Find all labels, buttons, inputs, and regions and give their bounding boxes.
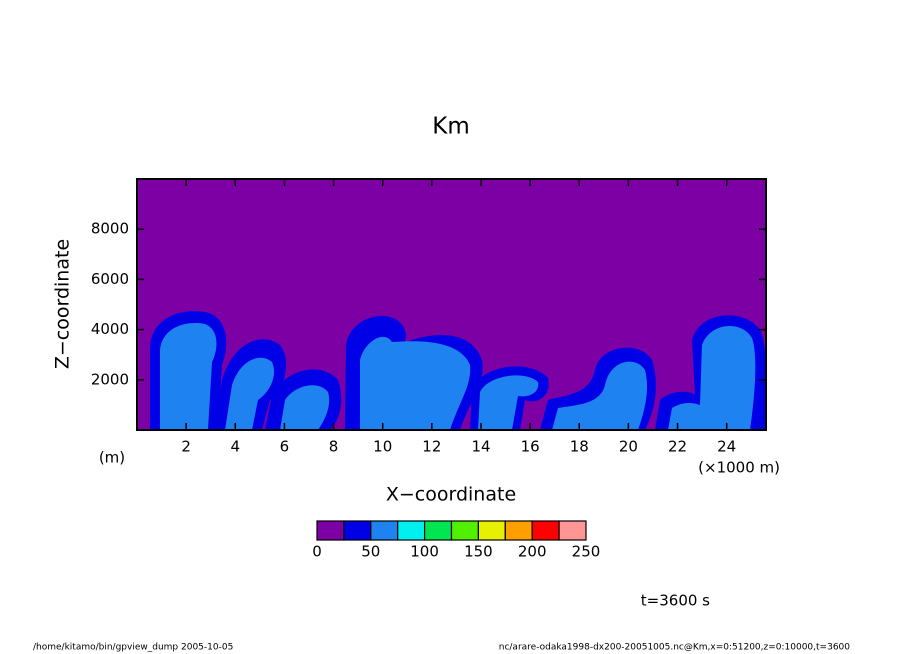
colorbar-label: 200 bbox=[518, 543, 547, 561]
y-tick-label: 4000 bbox=[91, 320, 129, 338]
x-tick-label: 4 bbox=[231, 438, 241, 456]
colorbar-box bbox=[397, 520, 426, 541]
colorbar-box bbox=[477, 520, 506, 541]
colorbar-label: 50 bbox=[361, 543, 380, 561]
x-tick-label: 8 bbox=[329, 438, 339, 456]
x-tick-label: 2 bbox=[181, 438, 191, 456]
y-unit: (m) bbox=[99, 449, 125, 467]
colorbar-box bbox=[504, 520, 533, 541]
colorbar-box bbox=[343, 520, 372, 541]
contour-region bbox=[668, 325, 756, 430]
footer-left: /home/kitamo/bin/gpview_dump 2005-10-05 bbox=[33, 643, 233, 653]
footer-right: nc/arare-odaka1998-dx200-20051005.nc@Km,… bbox=[499, 643, 851, 653]
x-tick-label: 10 bbox=[373, 438, 392, 456]
contour-field bbox=[150, 311, 767, 430]
colorbar-box bbox=[450, 520, 479, 541]
contour-region bbox=[160, 323, 217, 430]
colorbar-label: 150 bbox=[464, 543, 493, 561]
x-axis-title: X−coordinate bbox=[386, 484, 516, 506]
contour-region bbox=[225, 357, 275, 430]
colorbar-box bbox=[370, 520, 399, 541]
colorbar-label: 0 bbox=[312, 543, 322, 561]
x-tick-label: 16 bbox=[521, 438, 540, 456]
contour-region bbox=[280, 385, 330, 430]
colorbar-box bbox=[531, 520, 560, 541]
y-axis-title: Z−coordinate bbox=[52, 239, 74, 369]
y-tick-label: 2000 bbox=[91, 370, 129, 388]
x-tick-label: 12 bbox=[422, 438, 441, 456]
y-tick-label: 6000 bbox=[91, 270, 129, 288]
time-label: t=3600 s bbox=[641, 592, 710, 610]
contour-region bbox=[360, 336, 471, 430]
colorbar-box bbox=[316, 520, 345, 541]
colorbar-label: 100 bbox=[410, 543, 439, 561]
x-tick-label: 18 bbox=[570, 438, 589, 456]
colorbar-box bbox=[558, 520, 587, 541]
x-tick-label: 20 bbox=[619, 438, 638, 456]
x-tick-label: 6 bbox=[280, 438, 290, 456]
x-tick-label: 24 bbox=[717, 438, 736, 456]
colorbar: 0 50 100 150 200 250 bbox=[312, 520, 601, 561]
contour-region bbox=[478, 375, 539, 430]
y-tick-label: 8000 bbox=[91, 220, 129, 238]
chart-title: Km bbox=[432, 114, 470, 140]
colorbar-label: 250 bbox=[572, 543, 601, 561]
x-tick-label: 22 bbox=[668, 438, 687, 456]
x-unit: (×1000 m) bbox=[698, 459, 780, 477]
contour-region bbox=[552, 361, 648, 430]
plot-frame bbox=[136, 178, 767, 431]
colorbar-box bbox=[424, 520, 453, 541]
x-tick-label: 14 bbox=[471, 438, 490, 456]
